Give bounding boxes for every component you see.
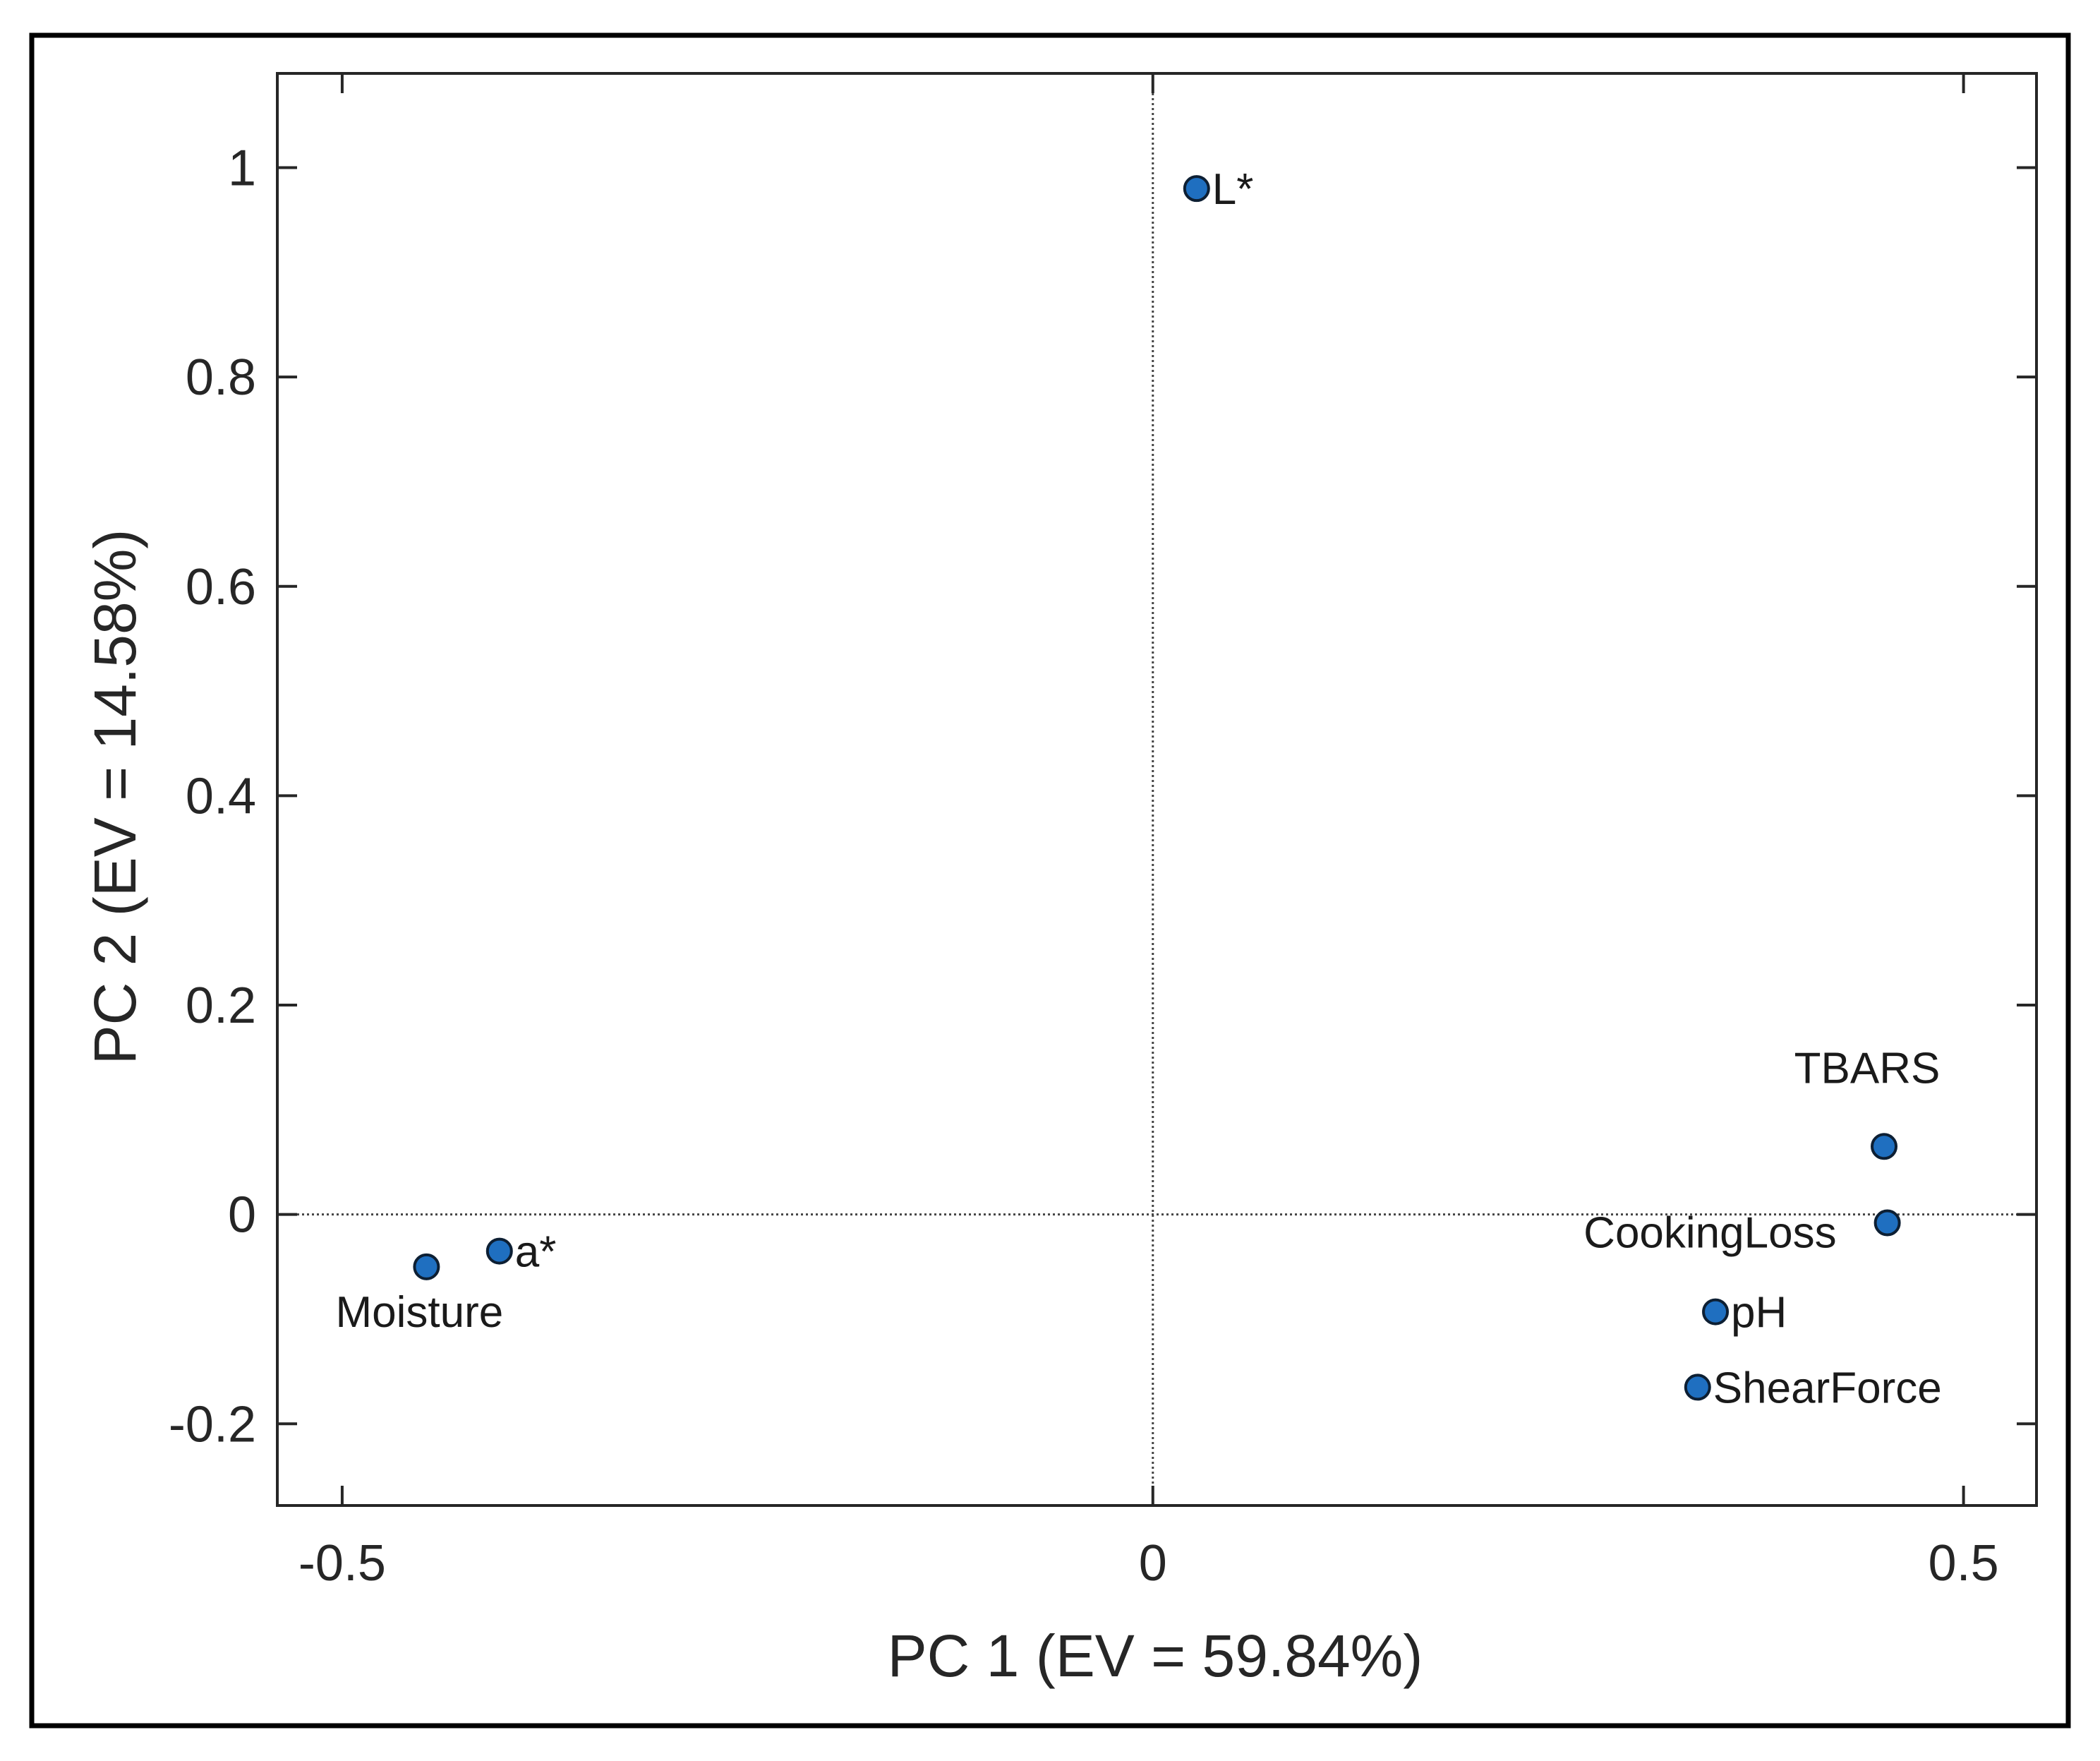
y-tick-label: 1 — [228, 140, 256, 196]
data-point-label: L* — [1212, 165, 1254, 214]
reference-lines — [277, 73, 2036, 1505]
y-tick-label: 0 — [228, 1187, 256, 1244]
y-tick-label: 0.8 — [186, 349, 256, 406]
figure-border — [29, 32, 2071, 1729]
y-tick-label: 0.2 — [186, 978, 256, 1034]
x-tick-label: 0 — [1139, 1535, 1167, 1592]
data-point-label: CookingLoss — [1583, 1209, 1836, 1258]
y-axis-ticks: -0.2 0 0.2 0.4 0.6 0.8 1 — [169, 140, 2036, 1453]
plot-area-frame — [276, 72, 2038, 1507]
y-tick-label: 0.4 — [186, 768, 256, 824]
x-axis-ticks: -0.5 0 0.5 — [298, 73, 1999, 1592]
data-point — [1873, 1209, 1901, 1237]
y-tick-label: -0.2 — [169, 1396, 256, 1453]
x-tick-label: 0.5 — [1929, 1535, 1999, 1592]
data-point-label: pH — [1731, 1289, 1787, 1338]
data-points: L* TBARS CookingLoss pH ShearForce a*Moisture — [336, 165, 1942, 1412]
data-point — [413, 1253, 440, 1280]
y-axis-title: PC 2 (EV = 14.58%) — [82, 529, 148, 1065]
data-point-label: ShearForce — [1713, 1364, 1942, 1412]
data-point — [1871, 1133, 1898, 1160]
x-axis-title: PC 1 (EV = 59.84%) — [888, 1623, 1423, 1689]
x-tick-label: -0.5 — [298, 1535, 386, 1592]
data-point — [1684, 1374, 1711, 1401]
data-point-label: Moisture — [336, 1288, 504, 1337]
data-point — [485, 1237, 513, 1265]
data-point-label: a* — [515, 1228, 557, 1277]
y-tick-label: 0.6 — [186, 559, 256, 615]
data-point — [1183, 175, 1210, 203]
data-point — [1702, 1298, 1730, 1326]
data-point-label: TBARS — [1794, 1044, 1941, 1093]
axes-box — [276, 72, 2038, 1507]
